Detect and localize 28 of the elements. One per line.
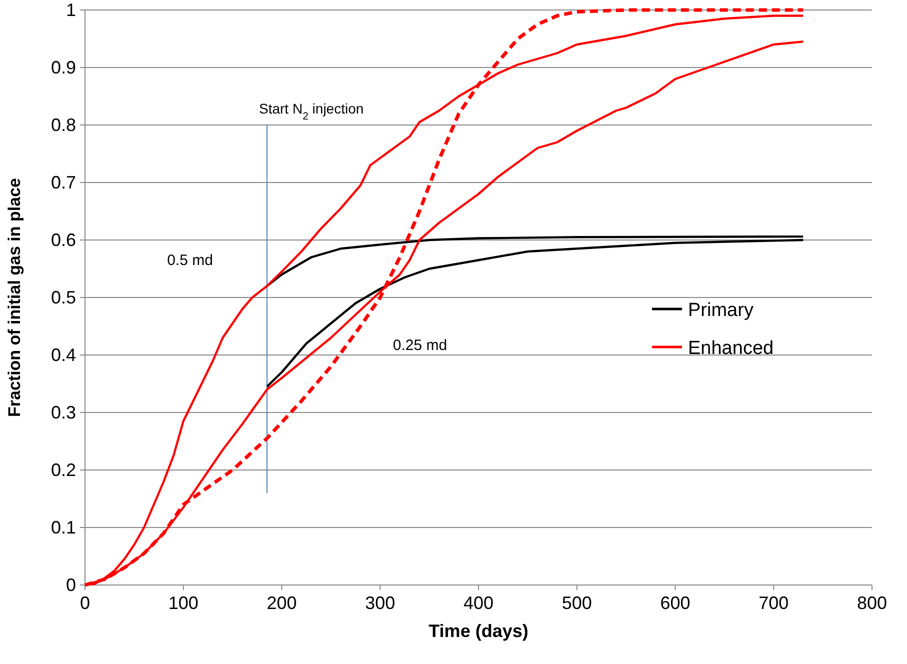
legend-label: Primary (688, 300, 754, 321)
x-tick-label: 500 (562, 593, 592, 613)
x-tick-label: 800 (856, 593, 888, 613)
y-tick-label: 0.6 (50, 230, 76, 250)
x-axis-title: Time (days) (428, 621, 528, 641)
x-tick-label: 0 (80, 593, 90, 613)
y-tick-label: 0.2 (50, 460, 76, 480)
x-tick-label: 600 (660, 593, 690, 613)
line-series (266, 238, 804, 388)
annotation: 0.25 md (392, 337, 448, 354)
x-tick-label: 200 (266, 593, 297, 613)
y-tick-label: 0.8 (50, 115, 76, 135)
y-tick-label: 0.4 (50, 345, 76, 365)
y-tick-label: 0.1 (50, 518, 76, 538)
y-tick-label: 0.9 (50, 58, 76, 78)
y-tick-label: 0.3 (50, 402, 76, 422)
legend-label: Enhanced (688, 338, 774, 359)
y-tick-label: 0.5 (50, 288, 76, 308)
x-tick-label: 100 (168, 593, 198, 613)
y-axis-title: Fraction of initial gas in place (5, 178, 24, 417)
y-tick-label: 0.7 (50, 172, 76, 192)
y-tick-label: 1 (66, 0, 76, 20)
x-tick-label: 700 (758, 593, 789, 613)
annotation: 0.5 md (167, 252, 213, 269)
ref-line-label: Start N$_{2}$ injection (258, 100, 364, 122)
x-tick-label: 300 (365, 593, 396, 613)
y-tick-label: 0 (66, 575, 76, 595)
x-tick-label: 400 (463, 593, 494, 613)
